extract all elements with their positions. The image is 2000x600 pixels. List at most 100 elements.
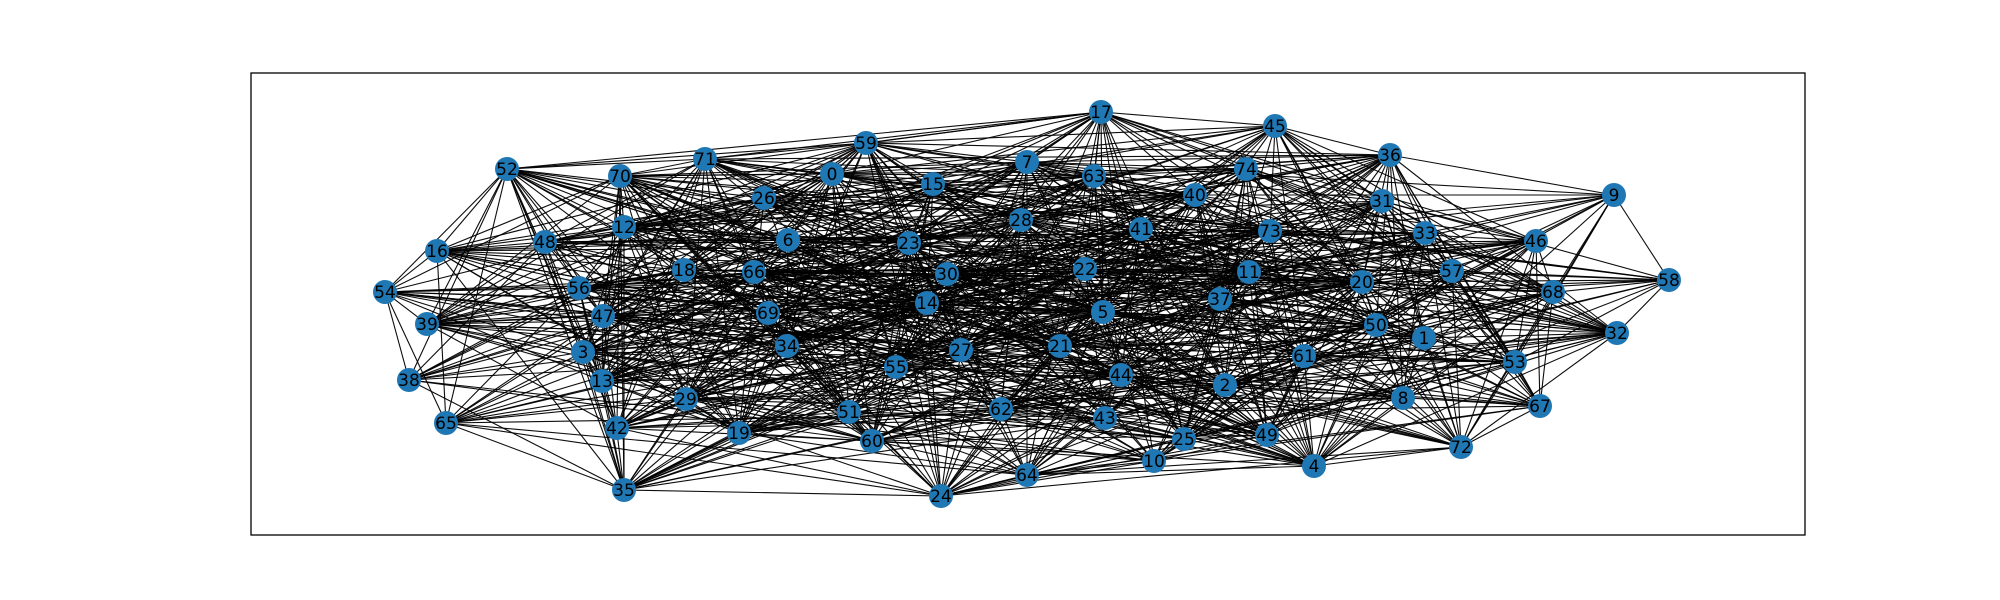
node-label-12: 12 <box>613 218 635 238</box>
edge-63-73 <box>1093 175 1271 232</box>
edge-34-39 <box>426 323 788 347</box>
edge-62-70 <box>619 175 1002 410</box>
edge-68-74 <box>1245 168 1554 293</box>
edge-25-64 <box>1026 438 1185 476</box>
plot-frame <box>250 72 1806 536</box>
node-circle-47 <box>591 304 615 328</box>
node-4: 4 <box>1302 454 1326 478</box>
edge-24-42 <box>616 427 942 497</box>
edge-4-32 <box>1313 332 1618 467</box>
edge-29-44 <box>685 374 1122 400</box>
edge-53-58 <box>1514 279 1670 363</box>
edge-53-66 <box>753 271 1516 363</box>
edge-16-46 <box>436 240 1537 252</box>
edge-48-63 <box>544 175 1095 243</box>
node-circle-65 <box>434 411 458 435</box>
edge-35-43 <box>623 417 1106 491</box>
node-label-26: 26 <box>753 189 775 209</box>
edge-42-55 <box>616 366 897 429</box>
edge-13-70 <box>601 175 621 382</box>
node-41: 41 <box>1129 217 1153 241</box>
edge-24-51 <box>848 411 942 497</box>
node-circle-57 <box>1440 259 1464 283</box>
node-7: 7 <box>1015 150 1039 174</box>
node-circle-5 <box>1091 300 1115 324</box>
node-circle-72 <box>1449 435 1473 459</box>
node-label-50: 50 <box>1365 316 1387 336</box>
node-circle-68 <box>1541 280 1565 304</box>
edge-24-35 <box>623 489 942 497</box>
edge-43-60 <box>871 417 1106 442</box>
edge-36-49 <box>1266 154 1391 436</box>
edge-10-21 <box>1059 345 1155 462</box>
edge-64-67 <box>1026 405 1541 476</box>
edge-25-34 <box>786 345 1185 440</box>
edge-15-48 <box>544 183 934 243</box>
node-label-55: 55 <box>885 358 907 378</box>
node-73: 73 <box>1258 219 1282 243</box>
node-circle-19 <box>727 421 751 445</box>
node-label-10: 10 <box>1143 452 1165 472</box>
edge-70-71 <box>619 158 706 177</box>
edge-32-71 <box>704 158 1618 334</box>
node-circle-18 <box>672 258 696 282</box>
edge-52-65 <box>445 168 508 424</box>
edge-24-65 <box>445 422 942 497</box>
edge-53-61 <box>1303 355 1516 363</box>
node-label-28: 28 <box>1010 211 1032 231</box>
edge-48-71 <box>544 158 706 243</box>
edge-45-53 <box>1274 125 1516 363</box>
edge-12-56 <box>578 226 625 289</box>
edge-31-64 <box>1026 200 1383 476</box>
node-33: 33 <box>1413 221 1437 245</box>
edge-45-64 <box>1026 125 1276 476</box>
edge-38-56 <box>408 287 580 381</box>
edge-50-54 <box>384 291 1377 326</box>
node-label-51: 51 <box>838 403 860 423</box>
node-10: 10 <box>1142 449 1166 473</box>
edge-59-71 <box>704 142 867 160</box>
node-label-24: 24 <box>930 487 952 507</box>
node-label-70: 70 <box>609 167 631 187</box>
node-circle-23 <box>897 231 921 255</box>
edge-30-56 <box>578 273 948 289</box>
node-circle-70 <box>608 164 632 188</box>
node-circle-7 <box>1015 150 1039 174</box>
node-circle-24 <box>929 484 953 508</box>
node-label-30: 30 <box>936 265 958 285</box>
node-circle-41 <box>1129 217 1153 241</box>
edge-51-74 <box>848 168 1247 413</box>
edge-49-70 <box>619 175 1268 436</box>
edge-37-49 <box>1219 298 1268 436</box>
node-label-32: 32 <box>1606 324 1628 344</box>
edge-22-28 <box>1020 219 1086 270</box>
node-47: 47 <box>591 304 615 328</box>
edge-60-61 <box>871 355 1305 442</box>
node-label-18: 18 <box>673 261 695 281</box>
edge-16-65 <box>436 250 447 424</box>
edge-21-23 <box>908 242 1061 347</box>
node-37: 37 <box>1208 287 1232 311</box>
node-label-65: 65 <box>435 414 457 434</box>
edge-46-61 <box>1303 240 1537 357</box>
edge-8-25 <box>1183 397 1404 440</box>
edge-39-42 <box>426 323 618 429</box>
node-label-52: 52 <box>496 160 518 180</box>
edge-56-69 <box>578 287 769 314</box>
edge-59-66 <box>753 142 867 273</box>
node-circle-40 <box>1183 183 1207 207</box>
node-22: 22 <box>1073 257 1097 281</box>
node-label-2: 2 <box>1220 376 1231 396</box>
node-26: 26 <box>752 186 776 210</box>
edge-57-67 <box>1451 270 1541 407</box>
node-12: 12 <box>612 215 636 239</box>
node-circle-38 <box>397 368 421 392</box>
edge-12-40 <box>623 194 1196 228</box>
edge-33-73 <box>1269 230 1426 234</box>
node-label-17: 17 <box>1090 103 1112 123</box>
edge-38-54 <box>384 291 410 381</box>
node-43: 43 <box>1093 406 1117 430</box>
node-label-56: 56 <box>568 279 590 299</box>
edge-64-65 <box>445 422 1028 476</box>
node-34: 34 <box>775 334 799 358</box>
